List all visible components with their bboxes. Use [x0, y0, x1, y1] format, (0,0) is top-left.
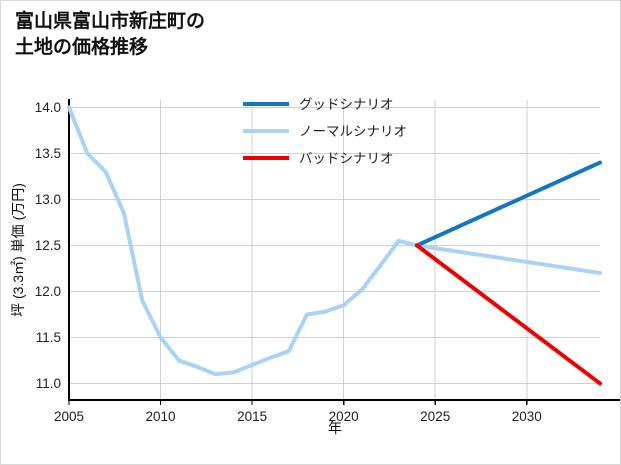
tickmarks [68, 400, 528, 405]
legend-label: バッドシナリオ [299, 151, 394, 166]
y-tick-label: 11.0 [36, 376, 61, 391]
chart-title: 富山県富山市新庄町の 土地の価格推移 [15, 11, 206, 58]
series-line [414, 160, 602, 248]
series-line [414, 243, 602, 386]
series-line [67, 105, 602, 377]
x-tick-label: 2015 [237, 409, 267, 424]
axis-lines [68, 99, 620, 401]
y-tick-label: 12.0 [35, 284, 61, 299]
y-axis-title: 坪 (3.3㎡) 単価 (万円) [10, 183, 26, 317]
x-tick-label: 2010 [146, 409, 176, 424]
y-tick-label: 12.5 [35, 238, 61, 253]
legend-label: ノーマルシナリオ [299, 124, 407, 139]
x-axis-title: 年 [328, 420, 342, 436]
y-tick-label: 13.0 [35, 192, 61, 207]
y-tick-label: 11.5 [36, 330, 61, 345]
gridlines [68, 100, 600, 400]
x-tick-label: 2030 [512, 409, 542, 424]
data-series-group [67, 105, 602, 386]
x-tick-label: 2005 [54, 409, 84, 424]
y-tick-label: 14.0 [35, 100, 61, 115]
x-axis-tick-labels: 2005 2010 2015 2020 2025 2030 [54, 409, 542, 424]
legend-label: グッドシナリオ [299, 97, 394, 112]
y-axis-tick-labels: 11.0 11.5 12.0 12.5 13.0 13.5 14.0 [35, 100, 61, 391]
x-tick-label: 2020 [329, 409, 359, 424]
y-tick-label: 13.5 [35, 146, 61, 161]
x-tick-label: 2025 [420, 409, 450, 424]
